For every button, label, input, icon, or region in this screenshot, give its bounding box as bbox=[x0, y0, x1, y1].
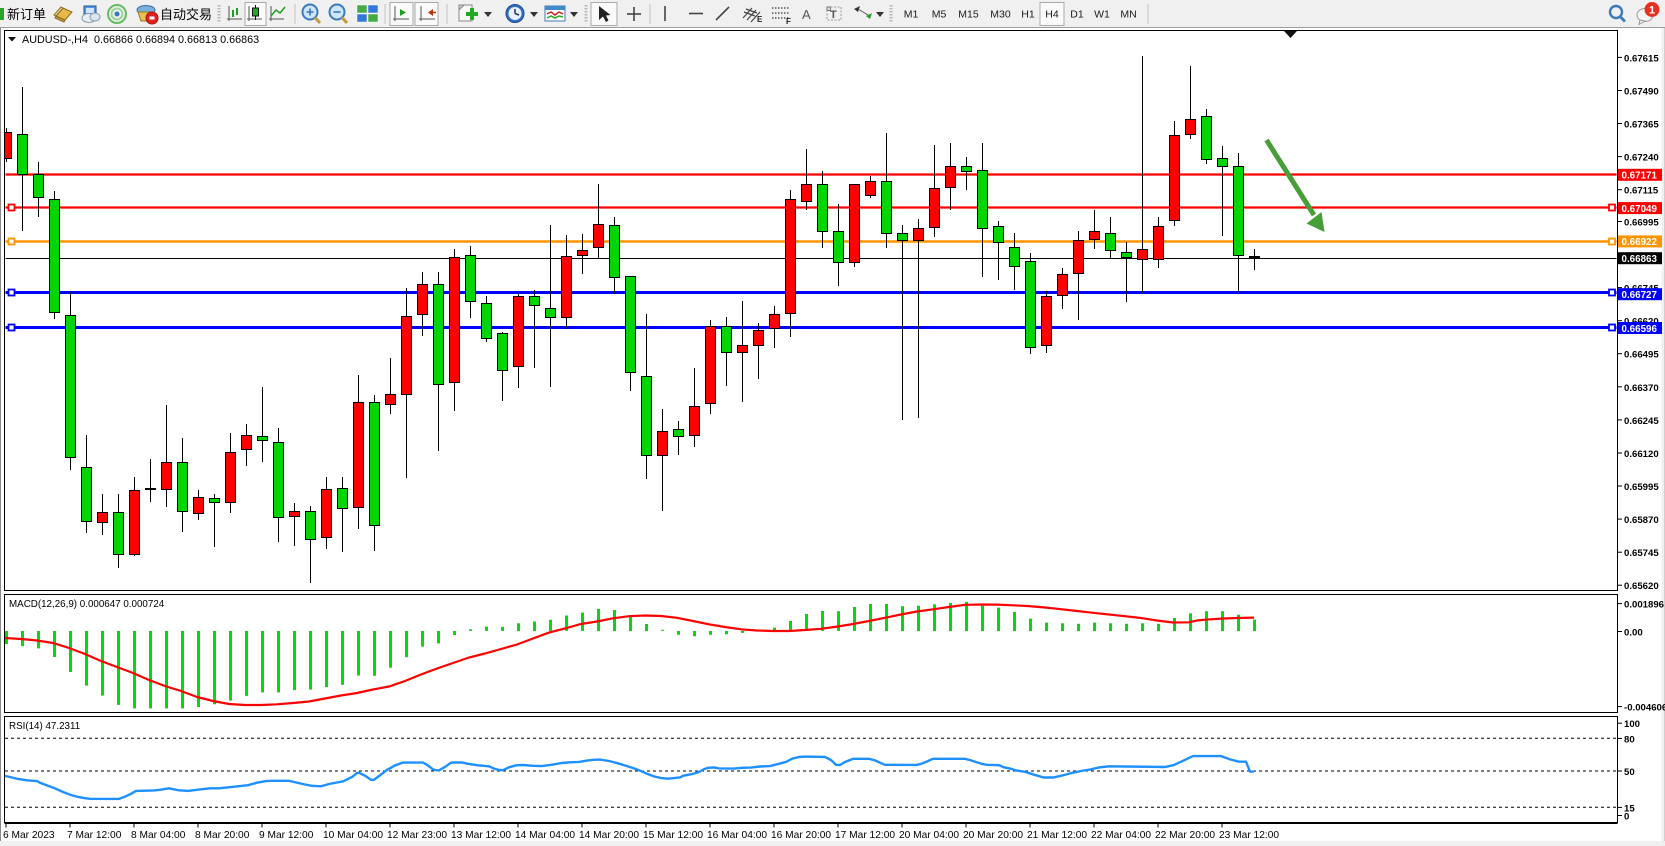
svg-text:H4: H4 bbox=[1045, 9, 1059, 21]
svg-text:50: 50 bbox=[1624, 767, 1635, 778]
svg-text:12 Mar 23:00: 12 Mar 23:00 bbox=[387, 830, 447, 841]
svg-text:20 Mar 04:00: 20 Mar 04:00 bbox=[899, 830, 959, 841]
svg-text:23 Mar 12:00: 23 Mar 12:00 bbox=[1219, 830, 1279, 841]
svg-text:80: 80 bbox=[1624, 734, 1635, 745]
svg-text:0.001896: 0.001896 bbox=[1624, 600, 1664, 611]
svg-text:14 Mar 04:00: 14 Mar 04:00 bbox=[515, 830, 575, 841]
svg-text:15 Mar 12:00: 15 Mar 12:00 bbox=[643, 830, 703, 841]
svg-text:0.65870: 0.65870 bbox=[1624, 515, 1659, 526]
svg-text:0.67115: 0.67115 bbox=[1624, 186, 1659, 197]
svg-text:8 Mar 20:00: 8 Mar 20:00 bbox=[195, 830, 250, 841]
svg-text:MN: MN bbox=[1120, 9, 1136, 21]
svg-text:20 Mar 20:00: 20 Mar 20:00 bbox=[963, 830, 1023, 841]
svg-text:H1: H1 bbox=[1021, 9, 1035, 21]
svg-text:0.67240: 0.67240 bbox=[1624, 153, 1659, 164]
svg-text:0.66596: 0.66596 bbox=[1622, 324, 1658, 335]
svg-text:13 Mar 12:00: 13 Mar 12:00 bbox=[451, 830, 511, 841]
svg-text:自动交易: 自动交易 bbox=[160, 7, 212, 22]
svg-text:14 Mar 20:00: 14 Mar 20:00 bbox=[579, 830, 639, 841]
svg-text:MACD(12,26,9) 0.000647 0.00072: MACD(12,26,9) 0.000647 0.000724 bbox=[9, 599, 165, 610]
svg-text:0.66120: 0.66120 bbox=[1624, 449, 1659, 460]
svg-text:T: T bbox=[830, 9, 837, 21]
svg-text:21 Mar 12:00: 21 Mar 12:00 bbox=[1027, 830, 1087, 841]
svg-text:0.66370: 0.66370 bbox=[1624, 383, 1659, 394]
svg-text:0.65995: 0.65995 bbox=[1624, 482, 1659, 493]
svg-text:0: 0 bbox=[1624, 812, 1629, 823]
svg-text:0.67049: 0.67049 bbox=[1622, 204, 1658, 215]
svg-text:9 Mar 12:00: 9 Mar 12:00 bbox=[259, 830, 314, 841]
svg-text:0.65620: 0.65620 bbox=[1624, 581, 1659, 592]
svg-text:M30: M30 bbox=[990, 9, 1011, 21]
svg-text:0.67171: 0.67171 bbox=[1622, 171, 1658, 182]
svg-text:M15: M15 bbox=[958, 9, 979, 21]
svg-text:AUDUSD-,H4 0.66866 0.66894 0.: AUDUSD-,H4 0.66866 0.66894 0.66813 0.668… bbox=[22, 34, 259, 46]
svg-text:0.66727: 0.66727 bbox=[1622, 290, 1658, 301]
svg-text:22 Mar 04:00: 22 Mar 04:00 bbox=[1091, 830, 1151, 841]
svg-text:M5: M5 bbox=[932, 9, 947, 21]
svg-text:M1: M1 bbox=[904, 9, 919, 21]
svg-text:-0.004606: -0.004606 bbox=[1624, 703, 1665, 714]
svg-text:22 Mar 20:00: 22 Mar 20:00 bbox=[1155, 830, 1215, 841]
svg-text:0.67615: 0.67615 bbox=[1624, 53, 1659, 64]
svg-text:0.00: 0.00 bbox=[1624, 628, 1643, 639]
svg-text:A: A bbox=[802, 7, 811, 22]
svg-text:6 Mar 2023: 6 Mar 2023 bbox=[3, 830, 55, 841]
svg-text:8 Mar 04:00: 8 Mar 04:00 bbox=[131, 830, 186, 841]
svg-text:1: 1 bbox=[1649, 5, 1655, 17]
svg-text:W1: W1 bbox=[1094, 9, 1110, 21]
svg-text:10 Mar 04:00: 10 Mar 04:00 bbox=[323, 830, 383, 841]
svg-text:100: 100 bbox=[1624, 719, 1640, 730]
svg-text:0.66863: 0.66863 bbox=[1622, 254, 1658, 265]
svg-text:0.67490: 0.67490 bbox=[1624, 87, 1659, 98]
svg-text:F: F bbox=[786, 17, 791, 26]
svg-text:0.66995: 0.66995 bbox=[1624, 218, 1659, 229]
svg-text:15: 15 bbox=[1624, 803, 1635, 814]
svg-text:E: E bbox=[757, 15, 763, 24]
svg-text:0.67365: 0.67365 bbox=[1624, 120, 1659, 131]
svg-text:16 Mar 04:00: 16 Mar 04:00 bbox=[707, 830, 767, 841]
svg-text:D1: D1 bbox=[1070, 9, 1084, 21]
svg-text:0.66922: 0.66922 bbox=[1622, 237, 1658, 248]
svg-text:7 Mar 12:00: 7 Mar 12:00 bbox=[67, 830, 122, 841]
svg-text:0.65745: 0.65745 bbox=[1624, 548, 1659, 559]
svg-text:RSI(14) 47.2311: RSI(14) 47.2311 bbox=[9, 721, 80, 732]
svg-text:新订单: 新订单 bbox=[7, 7, 46, 22]
svg-text:0.66245: 0.66245 bbox=[1624, 416, 1659, 427]
svg-text:0.66495: 0.66495 bbox=[1624, 350, 1659, 361]
svg-text:17 Mar 12:00: 17 Mar 12:00 bbox=[835, 830, 895, 841]
svg-text:16 Mar 20:00: 16 Mar 20:00 bbox=[771, 830, 831, 841]
